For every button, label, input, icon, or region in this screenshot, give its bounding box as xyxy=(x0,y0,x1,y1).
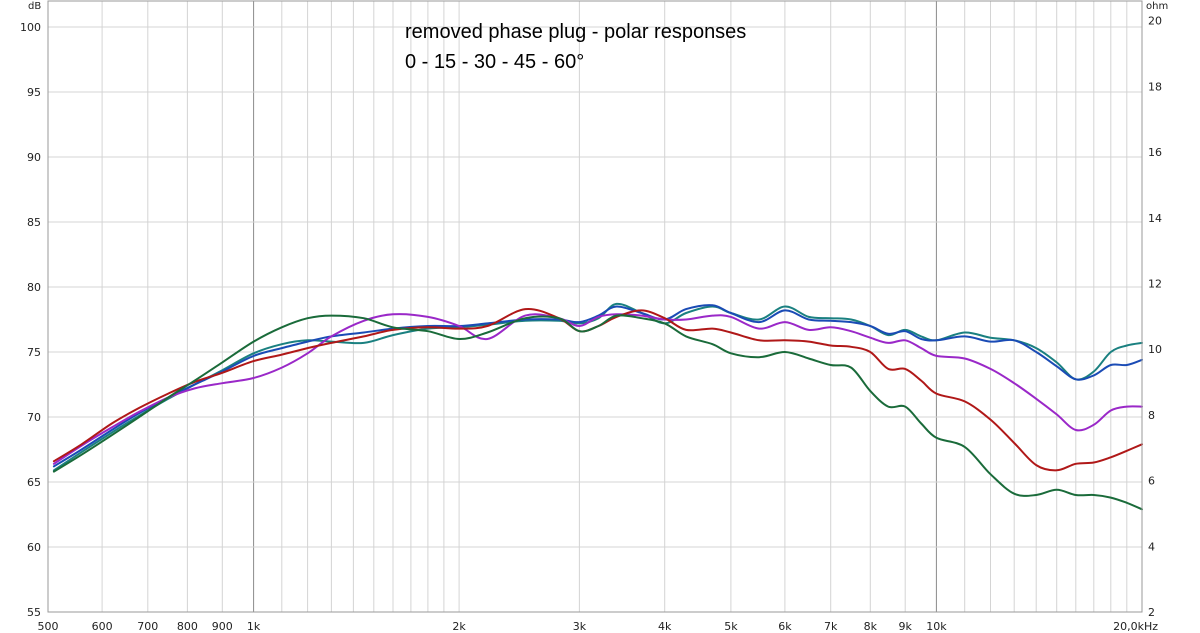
grid xyxy=(47,1,1143,613)
series-line-4 xyxy=(52,314,1143,511)
x-tick-label: 1k xyxy=(247,620,261,633)
y2-tick-label: 20 xyxy=(1148,15,1162,28)
series-line-3 xyxy=(52,307,1143,472)
y-axis-left: 55 60 65 70 75 80 85 90 95 100 xyxy=(20,21,41,619)
y-tick-label: 65 xyxy=(27,476,41,489)
x-tick-label: 7k xyxy=(824,620,838,633)
x-tick-label: 3k xyxy=(573,620,587,633)
x-tick-label: 9k xyxy=(899,620,913,633)
y-tick-label: 70 xyxy=(27,411,41,424)
y-axis-right: 2 4 6 8 10 12 14 16 18 20 xyxy=(1148,15,1162,619)
y2-tick-label: 6 xyxy=(1148,475,1155,488)
y-tick-label: 60 xyxy=(27,541,41,554)
y-tick-label: 90 xyxy=(27,151,41,164)
x-tick-label: 4k xyxy=(658,620,672,633)
chart-subtitle: 0 - 15 - 30 - 45 - 60° xyxy=(405,51,584,73)
plot-frame xyxy=(47,0,1143,613)
series-line-1 xyxy=(52,304,1143,468)
x-tick-label: 5k xyxy=(724,620,738,633)
y2-tick-label: 18 xyxy=(1148,80,1162,93)
y2-tick-label: 14 xyxy=(1148,212,1162,225)
y-tick-label: 100 xyxy=(20,21,41,34)
y-tick-label: 85 xyxy=(27,216,41,229)
chart-title: removed phase plug - polar responses xyxy=(405,21,746,43)
y2-tick-label: 12 xyxy=(1148,278,1162,291)
y-tick-label: 75 xyxy=(27,346,41,359)
x-tick-label: 8k xyxy=(864,620,878,633)
x-tick-label: 10k xyxy=(926,620,947,633)
x-tick-label: 600 xyxy=(92,620,113,633)
x-tick-label: 700 xyxy=(137,620,158,633)
x-tick-label: 800 xyxy=(177,620,198,633)
y2-tick-label: 8 xyxy=(1148,409,1155,422)
series-line-0 xyxy=(52,302,1143,472)
x-tick-label: 900 xyxy=(212,620,233,633)
y-tick-label: 80 xyxy=(27,281,41,294)
y2-axis-label: ohm xyxy=(1146,1,1168,12)
y2-tick-label: 10 xyxy=(1148,343,1162,356)
y2-tick-label: 16 xyxy=(1148,146,1162,159)
x-axis: 500 600 700 800 900 1k 2k 3k 4k 5k 6k 7k 8k 9k 10k 20,0… xyxy=(38,620,1159,633)
series-line-2 xyxy=(52,313,1143,465)
x-tick-label: 500 xyxy=(38,620,59,633)
y-tick-label: 95 xyxy=(27,86,41,99)
x-tick-label: 2k xyxy=(452,620,466,633)
x-tick-label: 20,0kHz xyxy=(1113,620,1158,633)
y2-tick-label: 2 xyxy=(1148,606,1155,619)
y2-tick-label: 4 xyxy=(1148,540,1155,553)
curves xyxy=(52,302,1143,511)
x-tick-label: 6k xyxy=(778,620,792,633)
y-tick-label: 55 xyxy=(27,606,41,619)
y-axis-label: dB xyxy=(28,1,41,12)
